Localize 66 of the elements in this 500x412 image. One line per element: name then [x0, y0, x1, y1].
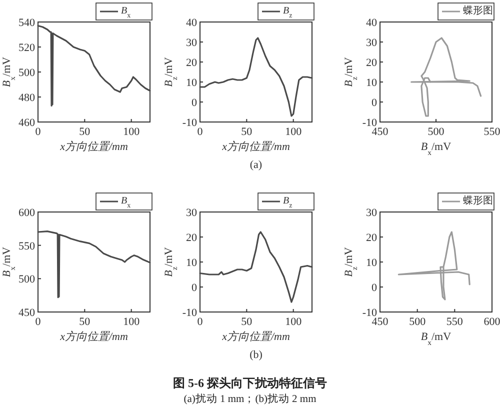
y-tick-label: 460 — [18, 117, 36, 129]
y-tick-label: 30 — [366, 207, 378, 219]
x-tick-label: 100 — [123, 126, 140, 138]
x-axis-title: x方向位置/mm — [221, 140, 290, 153]
y-tick-label: 30 — [186, 207, 198, 219]
y-tick-label: 30 — [366, 37, 378, 49]
y-tick-label: 20 — [186, 57, 198, 69]
y-tick-label: 0 — [372, 282, 378, 294]
y-tick-label: 540 — [18, 17, 36, 29]
x-tick-label: 100 — [285, 126, 302, 138]
x-axis-title: B$_{x}$/mV — [420, 141, 452, 156]
x-axis-title: B$_{x}$/mV — [420, 331, 452, 346]
y-tick-label: 0 — [192, 282, 198, 294]
legend-label: B$_{x}$ — [121, 6, 132, 20]
line-series — [37, 230, 151, 298]
y-tick-label: 40 — [366, 17, 378, 29]
y-tick-label: -10 — [182, 307, 198, 319]
y-tick-label: 10 — [366, 77, 378, 89]
caption: 图 5-6 探头向下扰动特征信号 — [173, 376, 327, 390]
line-series — [199, 231, 313, 303]
x-tick-label: 500 — [409, 316, 426, 328]
line-series — [410, 37, 482, 117]
x-axis-title: x方向位置/mm — [221, 330, 290, 343]
y-tick-label: 30 — [186, 37, 198, 49]
y-tick-label: 10 — [186, 77, 198, 89]
text: (b) — [250, 349, 263, 361]
y-tick-label: 20 — [186, 232, 198, 244]
line-series — [398, 231, 470, 300]
legend-label: 蝶形图 — [463, 194, 493, 206]
y-tick-label: 600 — [18, 207, 36, 219]
line-series — [199, 37, 313, 117]
y-tick-label: 10 — [366, 257, 378, 269]
x-tick-label: 50 — [79, 316, 91, 328]
y-tick-label: 450 — [18, 307, 36, 319]
x-axis-title: x方向位置/mm — [59, 140, 128, 153]
legend-label: B$_{z}$ — [283, 196, 292, 210]
y-tick-label: 500 — [18, 67, 36, 79]
y-tick-label: 20 — [366, 232, 378, 244]
y-tick-label: 500 — [18, 274, 36, 286]
x-tick-label: 100 — [123, 316, 140, 328]
y-tick-label: -10 — [182, 117, 198, 129]
x-tick-label: 50 — [241, 316, 253, 328]
x-tick-label: 50 — [79, 126, 91, 138]
y-tick-label: 550 — [18, 240, 36, 252]
y-tick-label: 520 — [18, 42, 36, 54]
legend-label: B$_{x}$ — [121, 196, 132, 210]
x-tick-label: 100 — [285, 316, 302, 328]
text: (a)扰动 1 mm；(b)扰动 2 mm — [184, 393, 316, 405]
x-tick-label: 550 — [446, 316, 464, 328]
y-tick-label: -10 — [362, 307, 378, 319]
text: (a) — [250, 159, 262, 171]
y-tick-label: 480 — [18, 92, 36, 104]
x-tick-label: 50 — [241, 126, 253, 138]
x-tick-label: 550 — [484, 126, 500, 138]
y-tick-label: 20 — [366, 57, 378, 69]
x-tick-label: 600 — [484, 316, 500, 328]
y-tick-label: 10 — [186, 257, 198, 269]
y-tick-label: -10 — [362, 117, 378, 129]
x-axis-title: x方向位置/mm — [59, 330, 128, 343]
y-tick-label: 0 — [372, 97, 378, 109]
x-tick-label: 500 — [428, 126, 445, 138]
y-tick-label: 40 — [186, 17, 198, 29]
legend-label: B$_{z}$ — [283, 6, 292, 20]
line-series — [37, 24, 151, 107]
legend-label: 蝶形图 — [463, 4, 493, 16]
y-tick-label: 0 — [192, 97, 198, 109]
